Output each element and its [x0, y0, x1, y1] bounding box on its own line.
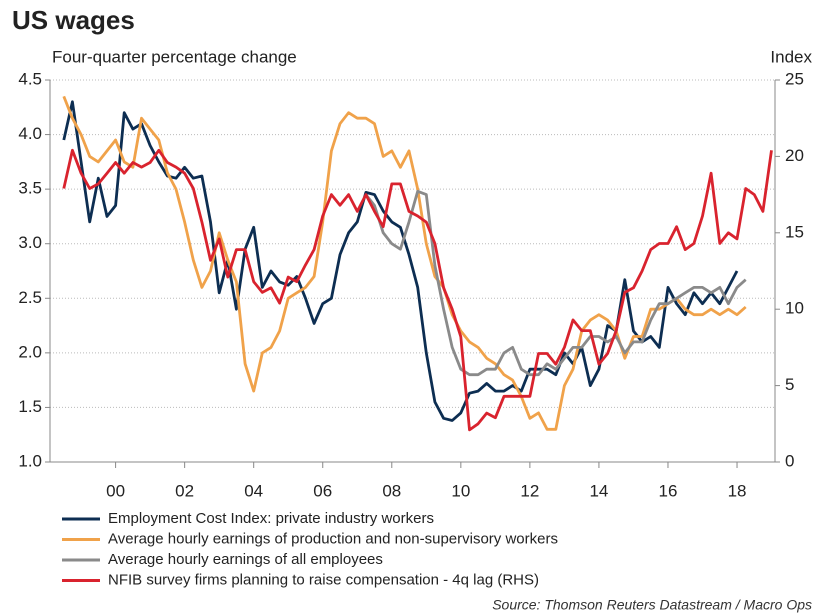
x-tick-label: 14: [589, 481, 608, 500]
y-axis-label: Four-quarter percentage change: [52, 47, 297, 66]
x-tick-label: 18: [728, 481, 747, 500]
series-line: [364, 189, 747, 377]
x-tick-label: 16: [659, 481, 678, 500]
x-tick-label: 00: [106, 481, 125, 500]
series-line: [62, 95, 747, 431]
y2-tick-label: 15: [785, 222, 804, 241]
y2-tick-label: 10: [785, 299, 804, 318]
series-line: [62, 148, 773, 432]
series-line: [62, 100, 739, 422]
y-tick-label: 2.5: [18, 288, 42, 307]
y-tick-label: 3.0: [18, 233, 42, 252]
y2-tick-label: 5: [785, 375, 794, 394]
legend-label: NFIB survey firms planning to raise comp…: [108, 571, 539, 588]
x-tick-label: 06: [313, 481, 332, 500]
y-tick-label: 4.0: [18, 124, 42, 143]
x-tick-label: 04: [244, 481, 263, 500]
x-tick-label: 02: [175, 481, 194, 500]
y-tick-label: 3.5: [18, 179, 42, 198]
x-tick-label: 10: [451, 481, 470, 500]
source: Source: Thomson Reuters Datastream / Mac…: [492, 597, 812, 613]
legend-label: Average hourly earnings of all employees: [108, 551, 383, 568]
y2-tick-label: 20: [785, 146, 804, 165]
y2-tick-label: 0: [785, 451, 794, 470]
legend-label: Average hourly earnings of production an…: [108, 530, 558, 547]
y2-tick-label: 25: [785, 69, 804, 88]
chart-title: US wages: [12, 5, 135, 35]
y-tick-label: 4.5: [18, 69, 42, 88]
x-tick-label: 12: [520, 481, 539, 500]
y-tick-label: 2.0: [18, 342, 42, 361]
y2-axis-label: Index: [770, 47, 812, 66]
y-tick-label: 1.5: [18, 397, 42, 416]
legend-label: Employment Cost Index: private industry …: [108, 510, 434, 527]
x-tick-label: 08: [382, 481, 401, 500]
y-tick-label: 1.0: [18, 451, 42, 470]
